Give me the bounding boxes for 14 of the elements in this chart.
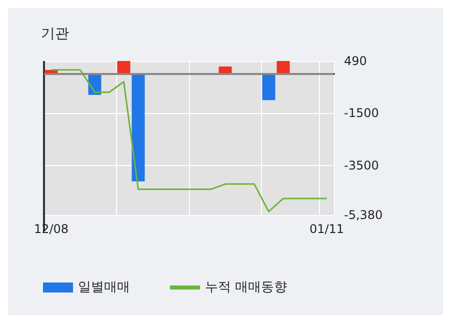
y-tick-label: -3500 xyxy=(344,158,379,173)
bar xyxy=(262,74,276,100)
legend-label: 누적 매매동향 xyxy=(205,280,288,295)
legend-label: 일별매매 xyxy=(78,280,130,295)
bar xyxy=(132,74,145,182)
line-series xyxy=(50,69,328,212)
x-tick-label: 12/08 xyxy=(34,222,69,236)
y-tick-label: 490 xyxy=(344,54,367,68)
x-tick-label: 01/11 xyxy=(309,222,344,236)
bar xyxy=(117,61,130,74)
y-tick-label: -1500 xyxy=(344,106,379,120)
y-tick-label: -5,380 xyxy=(344,208,383,222)
bar xyxy=(276,61,290,74)
chart-title: 기관 xyxy=(41,26,69,42)
